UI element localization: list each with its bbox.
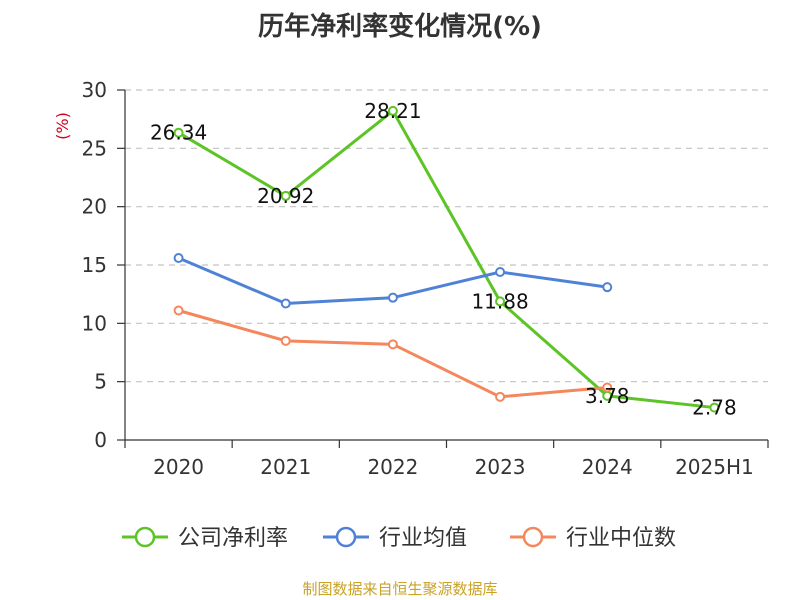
data-point: [495, 267, 506, 277]
legend-marker-icon: [134, 526, 156, 548]
x-tick-label: 2021: [260, 455, 311, 479]
x-tick-label: 2020: [153, 455, 204, 479]
data-label: 3.78: [585, 384, 630, 408]
y-axis-unit-label: (%): [53, 112, 72, 140]
data-point: [280, 335, 291, 346]
y-tick-label: 20: [82, 195, 107, 219]
series-line-1: [177, 108, 715, 410]
data-labels: 26.34 20.92 28.21 11.88 3.78 2.78: [150, 99, 737, 420]
data-point: [495, 296, 506, 307]
data-point: [173, 253, 184, 263]
data-label: 20.92: [257, 184, 314, 208]
data-point: [709, 402, 720, 413]
source-note: 制图数据来自恒生聚源数据库: [302, 580, 498, 598]
legend-item: 行业中位数: [510, 526, 676, 551]
grid-lines: [125, 89, 768, 383]
data-label: 28.21: [364, 99, 421, 123]
y-tick-label: 0: [94, 428, 107, 452]
legend-label: 公司净利率: [178, 526, 288, 551]
data-point: [387, 339, 398, 350]
legend-marker-icon: [522, 526, 544, 548]
x-tick-label: 2024: [582, 455, 633, 479]
legend-item: 公司净利率: [122, 526, 288, 551]
data-point: [387, 105, 398, 116]
y-tick-label: 5: [94, 370, 107, 394]
x-tick-label: 2025H1: [675, 455, 754, 479]
data-point: [602, 382, 613, 393]
legend-label: 行业均值: [379, 526, 467, 551]
legend-label: 行业中位数: [566, 526, 676, 551]
data-label: 2.78: [692, 396, 737, 420]
data-point: [387, 292, 398, 303]
data-point: [280, 298, 291, 309]
data-point: [495, 391, 506, 402]
y-tick-label: 25: [82, 136, 107, 160]
x-tick-label: 2022: [367, 455, 418, 479]
series: [173, 105, 720, 413]
data-point: [602, 282, 613, 293]
y-tick-label: 15: [82, 253, 107, 277]
y-tick-label: 30: [82, 78, 107, 102]
y-tick-label: 10: [82, 311, 107, 335]
legend-marker-icon: [335, 526, 357, 548]
legend: 公司净利率 行业均值 行业中位数: [122, 526, 676, 551]
data-point: [280, 190, 291, 201]
data-label: 26.34: [150, 121, 207, 145]
chart-title: 历年净利率变化情况(%): [258, 12, 542, 42]
legend-item: 行业均值: [323, 526, 467, 551]
data-label: 11.88: [471, 289, 528, 313]
data-point: [173, 127, 184, 138]
axes: 0 5 10 15 20 25 30 2020 2021 2022 2023 2024 2025H1 (%…: [53, 78, 769, 479]
x-tick-label: 2023: [475, 455, 526, 479]
data-point: [173, 305, 184, 316]
